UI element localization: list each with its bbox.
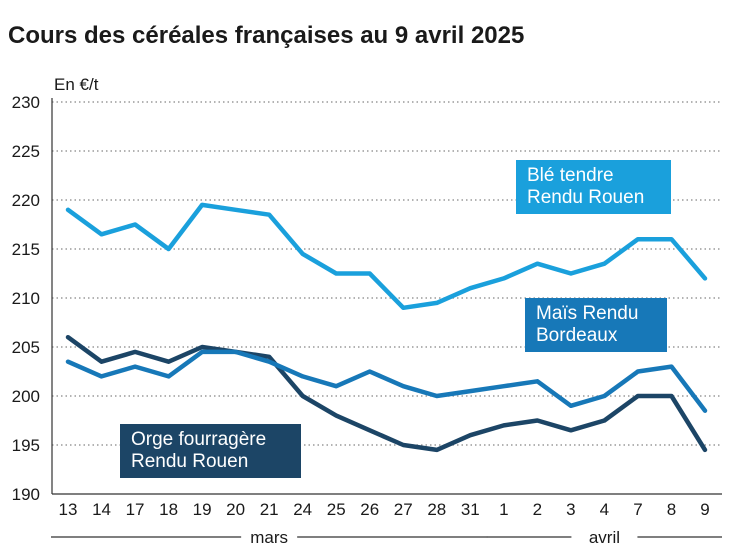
ble-series-line (65, 202, 708, 311)
ble-label-line-1: Blé tendre (527, 165, 614, 186)
x-tick-label: 13 (59, 500, 78, 519)
y-axis-label: En €/t (54, 75, 99, 94)
x-tick-label: 7 (633, 500, 642, 519)
y-tick-label: 190 (12, 485, 40, 504)
orge-label-line-2: Rendu Rouen (131, 451, 249, 472)
orge-series-line (65, 334, 708, 453)
ble-label-line-2: Rendu Rouen (527, 187, 645, 208)
orge-series-label: Orge fourragère Rendu Rouen (120, 424, 301, 478)
y-tick-label: 220 (12, 191, 40, 210)
chart-title: Cours des céréales françaises au 9 avril… (8, 22, 525, 49)
x-tick-label: 9 (700, 500, 709, 519)
x-tick-label: 26 (360, 500, 379, 519)
mais-label-line-1: Maïs Rendu (536, 303, 639, 324)
x-tick-label: 2 (533, 500, 542, 519)
orge-label-line-1: Orge fourragère (131, 429, 267, 450)
y-tick-label: 225 (12, 142, 40, 161)
x-tick-label: 28 (427, 500, 446, 519)
x-tick-label: 27 (394, 500, 413, 519)
month-label: avril (589, 528, 620, 547)
y-tick-label: 210 (12, 289, 40, 308)
mais-label-line-2: Bordeaux (536, 325, 618, 346)
month-label: mars (250, 528, 288, 547)
x-tick-label: 24 (293, 500, 312, 519)
x-tick-label: 17 (126, 500, 145, 519)
x-tick-label: 3 (566, 500, 575, 519)
y-tick-label: 200 (12, 387, 40, 406)
x-tick-label: 14 (92, 500, 111, 519)
y-tick-label: 215 (12, 240, 40, 259)
x-tick-label: 20 (226, 500, 245, 519)
mais-series-line (65, 349, 708, 413)
mais-series-label: Maïs Rendu Bordeaux (525, 298, 667, 352)
y-tick-label: 195 (12, 436, 40, 455)
x-tick-label: 25 (327, 500, 346, 519)
x-tick-label: 19 (193, 500, 212, 519)
x-tick-label: 21 (260, 500, 279, 519)
x-tick-label: 8 (667, 500, 676, 519)
x-tick-label: 18 (159, 500, 178, 519)
y-tick-label: 230 (12, 93, 40, 112)
y-tick-label: 205 (12, 338, 40, 357)
x-tick-label: 31 (461, 500, 480, 519)
x-tick-label: 4 (600, 500, 609, 519)
ble-series-label: Blé tendre Rendu Rouen (516, 160, 671, 214)
x-tick-label: 1 (499, 500, 508, 519)
